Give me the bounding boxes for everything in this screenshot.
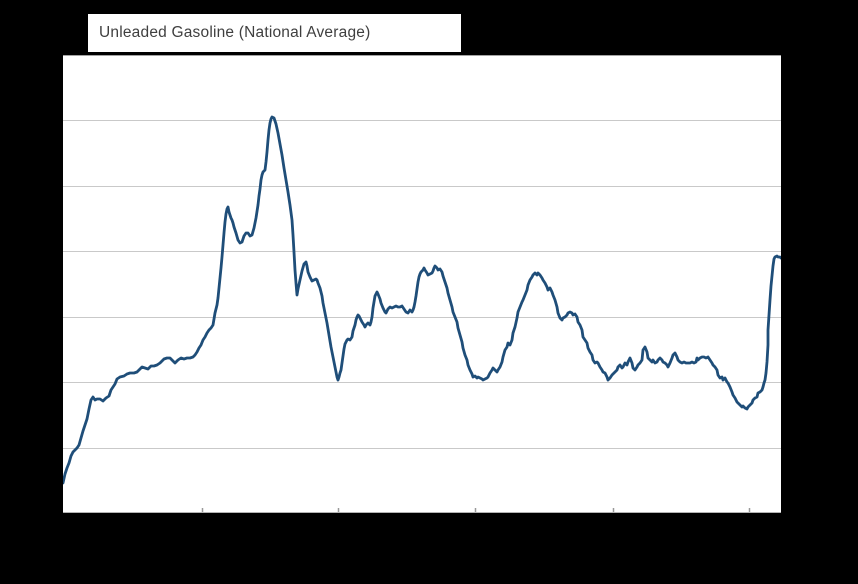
chart-title-box: Unleaded Gasoline (National Average)	[88, 14, 461, 52]
chart-title: Unleaded Gasoline (National Average)	[99, 24, 371, 41]
plot-area	[63, 55, 781, 513]
price-line-series	[63, 115, 781, 485]
